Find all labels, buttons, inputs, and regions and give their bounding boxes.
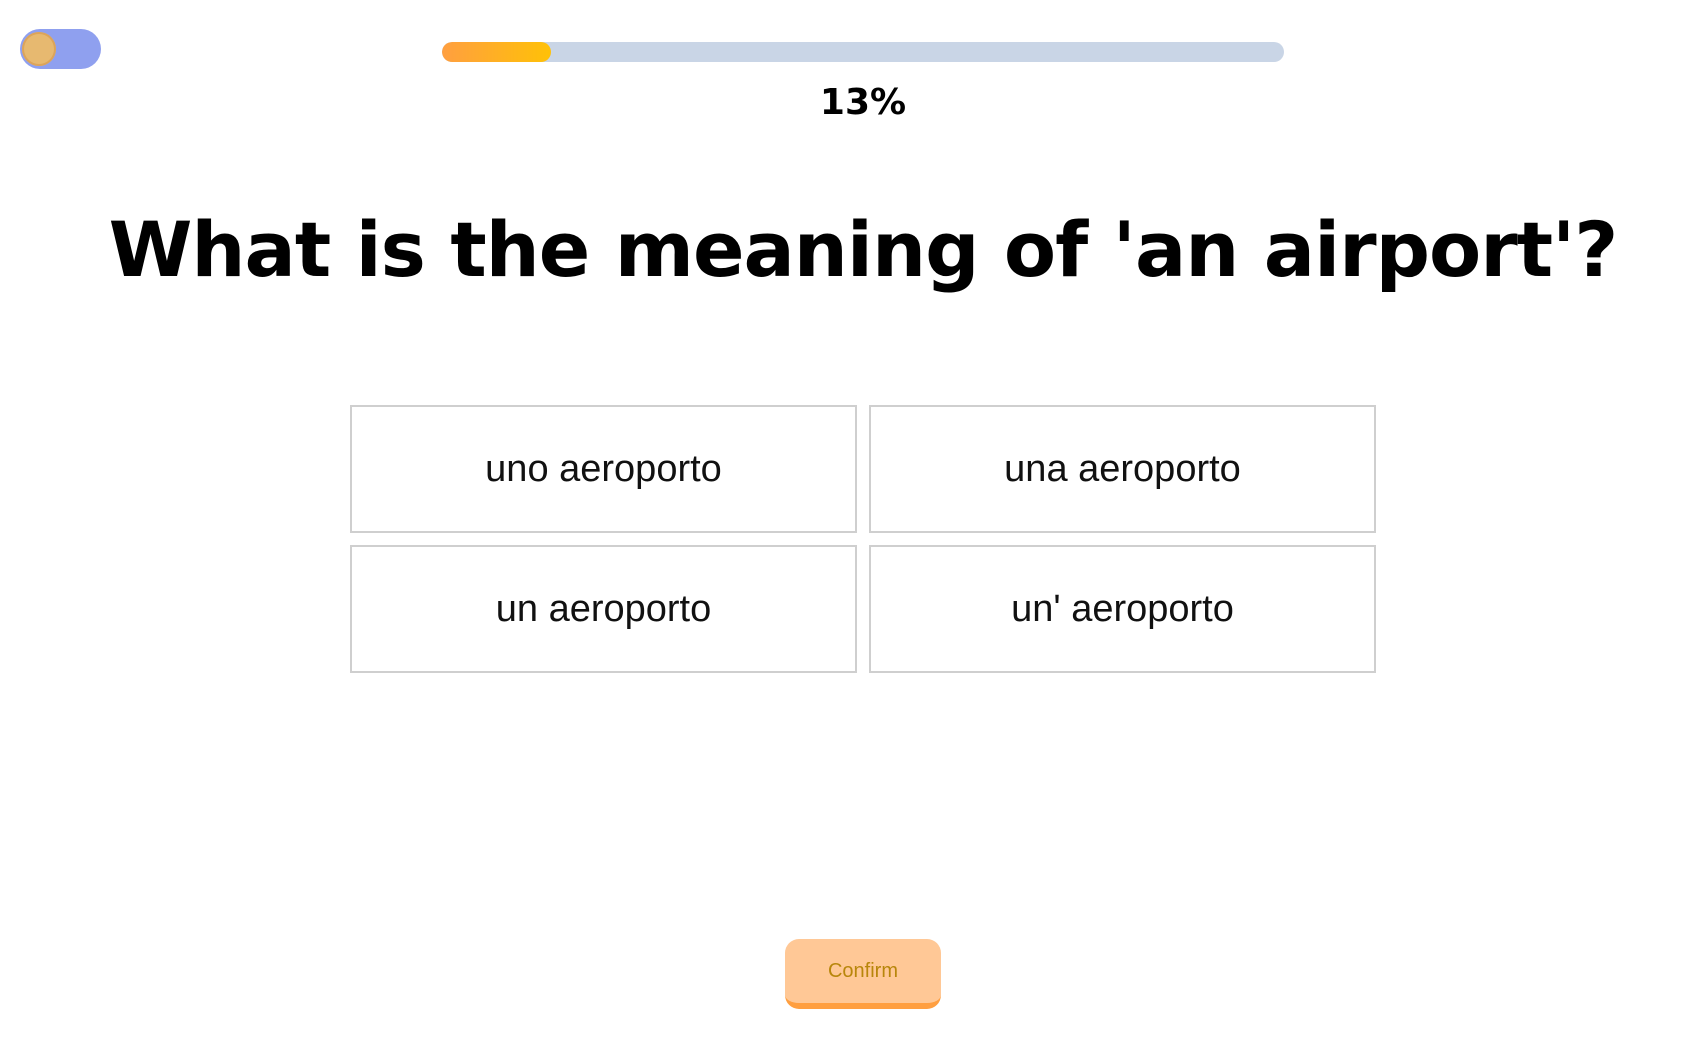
theme-toggle[interactable] (20, 29, 101, 69)
toggle-knob-icon (22, 32, 56, 66)
answer-options: uno aeroporto una aeroporto un aeroporto… (350, 405, 1376, 673)
answer-option-1[interactable]: uno aeroporto (350, 405, 857, 533)
confirm-button[interactable]: Confirm (785, 939, 941, 1009)
progress-bar (442, 42, 1284, 62)
answer-option-2[interactable]: una aeroporto (869, 405, 1376, 533)
progress-fill (442, 42, 552, 62)
question-title: What is the meaning of 'an airport'? (108, 205, 1619, 294)
answer-option-3[interactable]: un aeroporto (350, 545, 857, 673)
progress-percent: 13% (819, 82, 907, 123)
answer-option-4[interactable]: un' aeroporto (869, 545, 1376, 673)
